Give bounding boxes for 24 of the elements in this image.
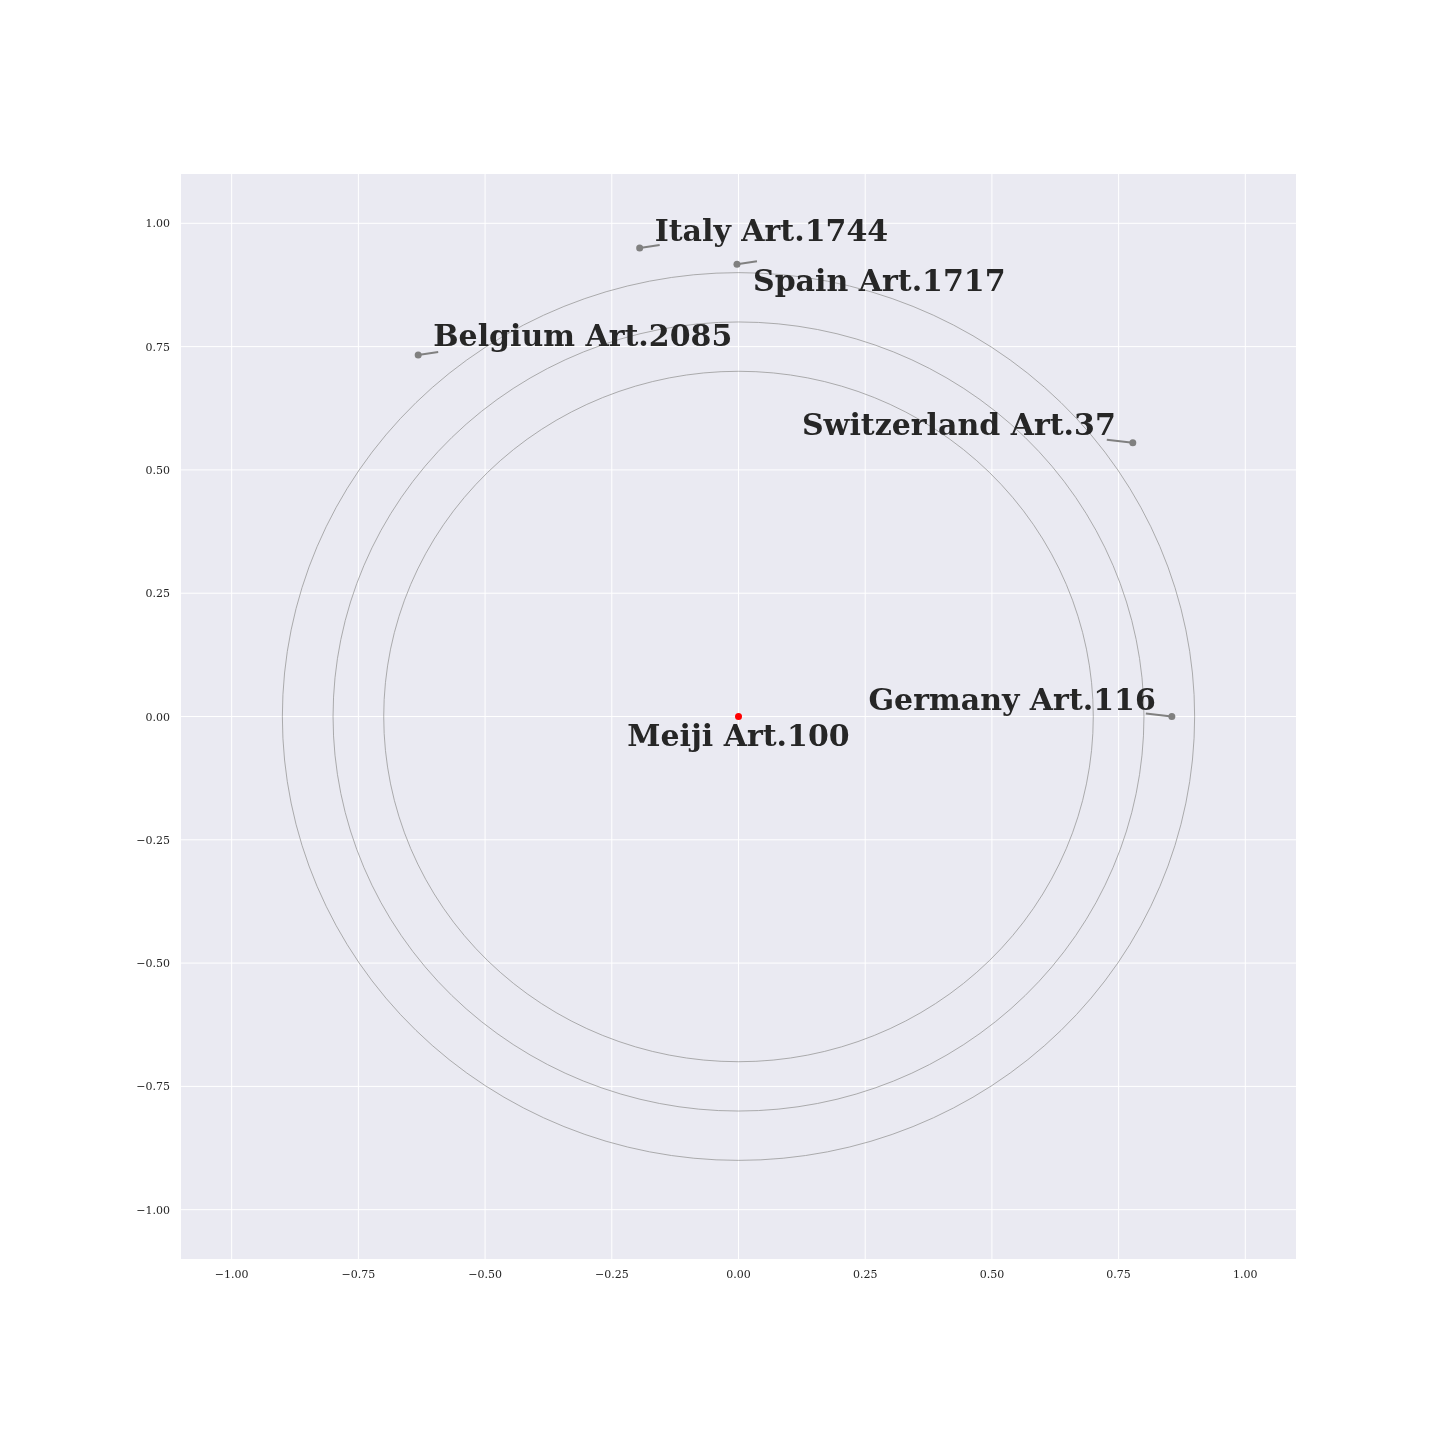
x-tick-label: −0.75	[341, 1268, 376, 1281]
y-tick-label: 1.00	[145, 217, 170, 231]
y-tick-label: −0.25	[136, 833, 170, 847]
y-tick-label: −1.00	[136, 1203, 170, 1217]
y-tick-label: 0.00	[145, 710, 170, 724]
x-tick-label: −0.25	[594, 1268, 629, 1281]
annotation: Italy Art.1744	[654, 212, 889, 248]
x-tick-label: 0.25	[852, 1268, 878, 1281]
x-tick-label: 1.00	[1233, 1268, 1258, 1281]
annotation: Meiji Art.100	[627, 717, 850, 753]
x-tick-label: 0.75	[1106, 1268, 1131, 1281]
annotation: Belgium Art.2085	[433, 318, 733, 353]
y-tick-label: −0.50	[136, 957, 170, 971]
y-tick-label: 0.25	[145, 587, 170, 601]
x-tick-label: −1.00	[214, 1268, 249, 1281]
annotation: Switzerland Art.37	[801, 406, 1116, 442]
y-tick-label: 0.50	[145, 463, 170, 477]
annotation: Spain Art.1717	[752, 263, 1006, 299]
y-tick-label: 0.75	[145, 340, 170, 354]
x-tick-label: −0.50	[468, 1268, 502, 1281]
x-tick-label: 0.00	[726, 1268, 751, 1281]
x-tick-label: 0.50	[979, 1268, 1005, 1281]
y-tick-label: −0.75	[136, 1080, 170, 1094]
annotation: Germany Art.116	[868, 681, 1156, 717]
